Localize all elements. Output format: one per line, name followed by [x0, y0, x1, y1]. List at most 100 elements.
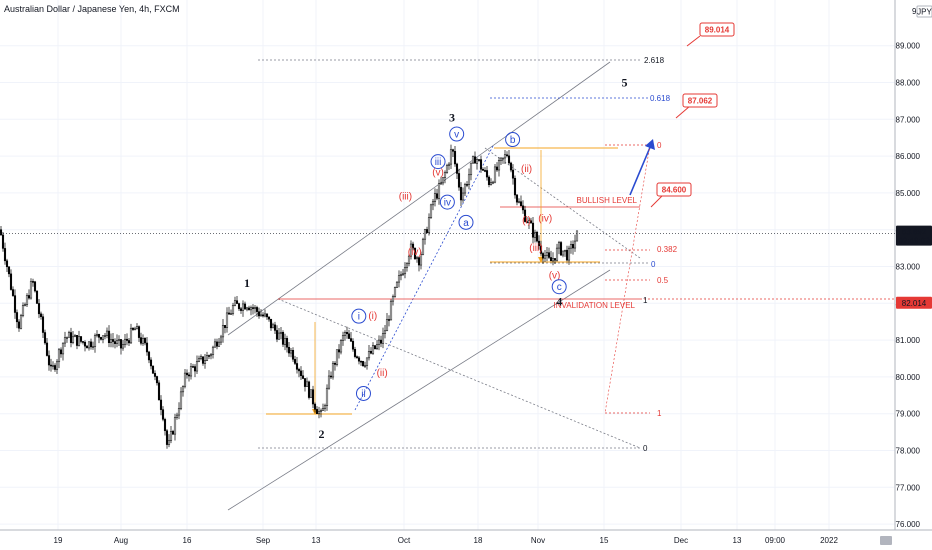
candle — [411, 241, 415, 251]
candle-body — [89, 341, 93, 348]
candle — [467, 168, 471, 190]
candle-body — [57, 349, 61, 363]
candle — [27, 289, 31, 300]
candle-body — [17, 321, 21, 329]
wave-label-circle — [351, 308, 367, 324]
candle — [45, 338, 49, 357]
candle — [119, 338, 123, 355]
candle — [129, 323, 133, 344]
candle — [341, 331, 345, 346]
candle — [251, 304, 255, 315]
candle-body — [393, 286, 397, 297]
candle — [1, 232, 5, 252]
candle — [145, 337, 149, 356]
candle — [245, 306, 249, 312]
candle — [43, 329, 47, 345]
wave-label-minute-text: a — [463, 218, 469, 229]
y-tick-label: 78.000 — [896, 447, 921, 456]
candle — [537, 235, 541, 250]
candle — [159, 395, 163, 416]
candle-body — [63, 337, 67, 344]
wave-label-circle — [505, 132, 521, 148]
candle — [203, 354, 207, 369]
candle-body — [205, 355, 209, 361]
candle — [441, 177, 445, 186]
candle-body — [277, 332, 281, 340]
candle — [373, 345, 377, 350]
candle-body — [153, 373, 157, 377]
candle-body — [461, 192, 465, 201]
candle-body — [51, 365, 55, 367]
candle-body — [29, 281, 33, 299]
x-tick-label: 2022 — [820, 536, 838, 545]
bullish-level-label: BULLISH LEVEL — [577, 196, 638, 205]
candle — [75, 334, 79, 350]
candle-body — [193, 366, 197, 372]
candle-body — [375, 344, 379, 350]
candle — [283, 333, 287, 351]
candle-body — [133, 328, 137, 331]
wave-label-minute-text: c — [557, 282, 562, 293]
candle — [303, 378, 307, 392]
candle — [571, 240, 575, 255]
candle — [191, 363, 195, 368]
candle — [507, 150, 511, 165]
candle-body — [263, 313, 267, 317]
candle-body — [39, 313, 43, 317]
candle-body — [41, 316, 45, 333]
candle — [281, 330, 285, 347]
candle-body — [273, 324, 277, 331]
candle-body — [33, 281, 37, 292]
candle — [113, 338, 117, 349]
candle-body — [343, 332, 347, 336]
candle — [51, 361, 55, 370]
candle-body — [197, 358, 201, 362]
candle-body — [1, 234, 5, 249]
candle-body — [21, 305, 25, 316]
candle — [429, 203, 433, 219]
candle — [293, 355, 297, 366]
candle-body — [231, 305, 235, 314]
candle-body — [155, 376, 159, 384]
candle — [495, 162, 499, 172]
candle — [315, 406, 319, 414]
candle — [347, 329, 351, 339]
candle — [239, 306, 243, 314]
candle-body — [241, 303, 245, 311]
candle — [371, 342, 375, 355]
candle — [57, 348, 61, 369]
candle-body — [289, 350, 293, 354]
bullish-arrow-head — [645, 139, 655, 150]
candle — [33, 280, 37, 293]
candle-body — [441, 177, 445, 184]
candle-body — [363, 365, 367, 367]
candle-body — [467, 174, 471, 185]
x-tick-label: 13 — [312, 536, 321, 545]
candle — [77, 330, 81, 347]
candle-body — [419, 253, 423, 266]
candle — [357, 355, 361, 365]
fib-level-label: 1 — [657, 409, 662, 418]
y-tick-label: 87.000 — [896, 115, 921, 124]
y-tick-label: 88.000 — [896, 79, 921, 88]
candle — [257, 307, 261, 319]
candle — [483, 167, 487, 173]
candle-body — [221, 325, 225, 338]
candle-body — [185, 372, 189, 376]
candle-body — [407, 255, 411, 264]
candle — [53, 363, 57, 372]
candle — [515, 194, 519, 206]
x-tick-label: Dec — [674, 536, 688, 545]
y-tick-label: 89.000 — [896, 42, 921, 51]
candle — [351, 338, 355, 352]
candle-body — [477, 159, 481, 161]
candle-body — [213, 341, 217, 348]
candle-body — [417, 257, 421, 266]
candle-body — [449, 149, 453, 165]
candle — [279, 326, 283, 340]
candle-body — [545, 252, 549, 256]
candle — [435, 188, 439, 201]
candle — [289, 347, 293, 358]
candle — [343, 330, 347, 341]
